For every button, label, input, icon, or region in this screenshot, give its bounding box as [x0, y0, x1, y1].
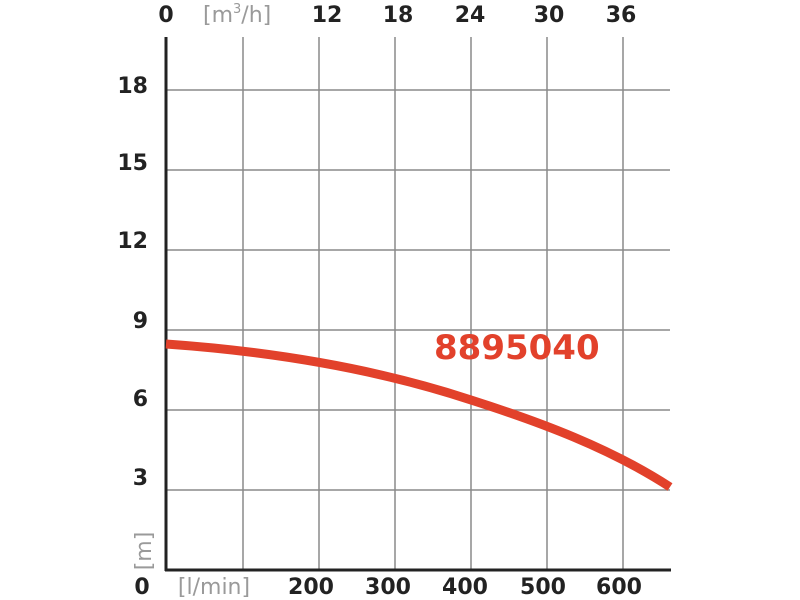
top-axis-unit: [m3/h]: [203, 2, 271, 28]
y-tick-12: 12: [117, 229, 148, 254]
left-axis-labels: 18 15 12 9 6 3 [m]: [117, 74, 157, 570]
y-tick-6: 6: [133, 387, 148, 412]
y-tick-9: 9: [133, 309, 148, 334]
top-axis-labels: 0 [m3/h] 12 18 24 30 36: [158, 2, 636, 28]
x-axis-unit: [l/min]: [178, 575, 250, 600]
top-tick-24: 24: [455, 3, 486, 28]
performance-curve-8895040: [165, 339, 673, 491]
y-axis-unit: [m]: [132, 532, 157, 571]
x-tick-200: 200: [288, 575, 334, 600]
top-tick-30: 30: [534, 3, 565, 28]
model-label: 8895040: [434, 328, 600, 368]
y-tick-18: 18: [117, 74, 148, 99]
bottom-axis-labels: 0 [l/min] 200 300 400 500 600: [134, 575, 642, 600]
top-tick-36: 36: [606, 3, 637, 28]
x-tick-0: 0: [134, 575, 149, 600]
y-tick-15: 15: [117, 151, 148, 176]
horizontal-gridlines: [166, 89, 670, 491]
top-tick-12: 12: [312, 3, 343, 28]
y-tick-3: 3: [133, 466, 148, 491]
x-tick-600: 600: [596, 575, 642, 600]
x-tick-500: 500: [520, 575, 566, 600]
top-tick-0: 0: [158, 3, 173, 28]
x-tick-400: 400: [442, 575, 488, 600]
vertical-gridlines: [242, 37, 624, 570]
top-tick-18: 18: [383, 3, 414, 28]
x-tick-300: 300: [365, 575, 411, 600]
